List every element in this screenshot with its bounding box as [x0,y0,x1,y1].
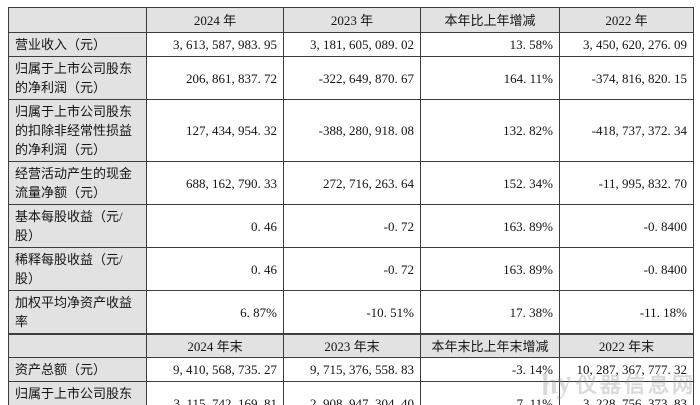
value-cell: 0. 46 [146,204,284,248]
value-cell: 2, 908, 947, 304. 40 [283,381,421,405]
table-row: 资产总额（元） 9, 410, 568, 735. 27 9, 715, 376… [8,357,694,382]
value-cell: -11. 18% [559,290,694,334]
corner-cell [8,334,147,358]
value-cell: 3, 450, 620, 276. 09 [559,32,694,57]
balance-header-row: 2024 年末 2023 年末 本年末比上年末增减 2022 年末 [8,334,694,358]
row-label-net-profit-excl-nonrecurring: 归属于上市公司股东的扣除非经常性损益的净利润（元） [8,99,147,162]
value-cell: -388, 280, 918. 08 [283,99,421,162]
table-row: 归属于上市公司股东的净资产（元） 3, 115, 742, 169. 81 2,… [8,381,694,405]
col-header-2022-end: 2022 年末 [559,334,694,358]
col-header-2023-end: 2023 年末 [283,334,421,358]
value-cell: -0. 72 [283,204,421,248]
value-cell: 10, 287, 367, 777. 32 [559,357,694,382]
col-header-yearend-change: 本年末比上年末增减 [420,334,560,358]
value-cell: 13. 58% [420,32,560,57]
value-cell: 17. 38% [420,290,560,334]
row-label-total-assets: 资产总额（元） [8,357,147,382]
row-label-diluted-eps: 稀释每股收益（元/股） [8,247,147,291]
row-label-net-assets: 归属于上市公司股东的净资产（元） [8,381,147,405]
balance-sheet-table: 2024 年末 2023 年末 本年末比上年末增减 2022 年末 资产总额（元… [8,334,694,405]
value-cell: -374, 816, 820. 15 [559,56,694,100]
value-cell: 9, 715, 376, 558. 83 [283,357,421,382]
value-cell: 163. 89% [420,204,560,248]
value-cell: -3. 14% [420,357,560,382]
value-cell: 152. 34% [420,161,560,205]
col-header-yoy-change: 本年比上年增减 [420,7,560,33]
value-cell: 0. 46 [146,247,284,291]
table-row: 归属于上市公司股东的净利润（元） 206, 861, 837. 72 -322,… [8,56,694,100]
value-cell: 3, 181, 605, 089. 02 [283,32,421,57]
table-row: 基本每股收益（元/股） 0. 46 -0. 72 163. 89% -0. 84… [8,204,694,248]
table-row: 归属于上市公司股东的扣除非经常性损益的净利润（元） 127, 434, 954.… [8,99,694,162]
income-header-row: 2024 年 2023 年 本年比上年增减 2022 年 [8,7,694,33]
value-cell: 9, 410, 568, 735. 27 [146,357,284,382]
table-row: 加权平均净资产收益率 6. 87% -10. 51% 17. 38% -11. … [8,290,694,334]
value-cell: 3, 115, 742, 169. 81 [146,381,284,405]
row-label-basic-eps: 基本每股收益（元/股） [8,204,147,248]
row-label-revenue: 营业收入（元） [8,32,147,57]
value-cell: -0. 72 [283,247,421,291]
value-cell: 132. 82% [420,99,560,162]
value-cell: 164. 11% [420,56,560,100]
row-label-operating-cash-flow: 经营活动产生的现金流量净额（元） [8,161,147,205]
col-header-2023: 2023 年 [283,7,421,33]
table-row: 稀释每股收益（元/股） 0. 46 -0. 72 163. 89% -0. 84… [8,247,694,291]
col-header-2024: 2024 年 [146,7,284,33]
row-label-net-profit: 归属于上市公司股东的净利润（元） [8,56,147,100]
value-cell: -418, 737, 372. 34 [559,99,694,162]
value-cell: 127, 434, 954. 32 [146,99,284,162]
corner-cell [8,7,147,33]
value-cell: 3, 228, 756, 373. 83 [559,381,694,405]
value-cell: 163. 89% [420,247,560,291]
value-cell: -0. 8400 [559,247,694,291]
row-label-weighted-avg-roe: 加权平均净资产收益率 [8,290,147,334]
value-cell: -10. 51% [283,290,421,334]
value-cell: -11, 995, 832. 70 [559,161,694,205]
value-cell: -0. 8400 [559,204,694,248]
col-header-2022: 2022 年 [559,7,694,33]
table-row: 经营活动产生的现金流量净额（元） 688, 162, 790. 33 272, … [8,161,694,205]
income-statement-table: 2024 年 2023 年 本年比上年增减 2022 年 营业收入（元） 3, … [8,7,694,334]
value-cell: -322, 649, 870. 67 [283,56,421,100]
col-header-2024-end: 2024 年末 [146,334,284,358]
tables-container: 2024 年 2023 年 本年比上年增减 2022 年 营业收入（元） 3, … [8,7,694,405]
value-cell: 3, 613, 587, 983. 95 [146,32,284,57]
value-cell: 7. 11% [420,381,560,405]
value-cell: 206, 861, 837. 72 [146,56,284,100]
value-cell: 688, 162, 790. 33 [146,161,284,205]
value-cell: 6. 87% [146,290,284,334]
table-row: 营业收入（元） 3, 613, 587, 983. 95 3, 181, 605… [8,32,694,57]
value-cell: 272, 716, 263. 64 [283,161,421,205]
